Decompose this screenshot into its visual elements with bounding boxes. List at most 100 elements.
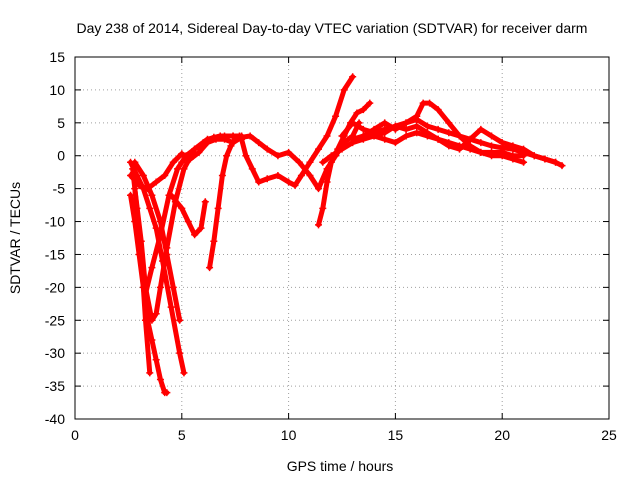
y-axis-label: SDTVAR / TECUs [7, 182, 23, 294]
data-point [402, 132, 410, 140]
data-point [255, 139, 263, 147]
data-point [186, 155, 194, 163]
x-tick-label: 15 [388, 427, 404, 443]
data-point [197, 224, 205, 232]
data-point [488, 152, 496, 160]
data-point [327, 152, 335, 160]
data-point [206, 264, 214, 272]
data-point [520, 145, 528, 153]
series-track-9 [206, 132, 243, 272]
y-tick-label: 0 [57, 148, 65, 164]
data-point [509, 142, 517, 150]
data-point [332, 112, 340, 120]
data-point [413, 129, 421, 137]
data-point [242, 152, 250, 160]
data-point [445, 119, 453, 127]
series-track-6 [141, 73, 357, 298]
data-point [127, 171, 135, 179]
data-point [221, 135, 229, 143]
data-point [263, 145, 271, 153]
data-point [381, 135, 389, 143]
data-point [195, 148, 203, 156]
data-point [203, 139, 211, 147]
data-point [477, 148, 485, 156]
data-point [235, 132, 243, 140]
data-point [141, 316, 149, 324]
data-point [201, 198, 209, 206]
data-point [163, 389, 171, 397]
chart-title: Day 238 of 2014, Sidereal Day-to-day VTE… [77, 20, 588, 36]
data-point [212, 135, 220, 143]
data-point [184, 218, 192, 226]
data-point [255, 178, 263, 186]
data-point [231, 135, 239, 143]
data-point [174, 165, 182, 173]
x-axis-label: GPS time / hours [287, 458, 394, 474]
x-tick-label: 5 [178, 427, 186, 443]
data-point [163, 244, 171, 252]
series-trace [128, 192, 170, 396]
data-point [455, 142, 463, 150]
data-point [210, 237, 218, 245]
x-tick-label: 0 [71, 427, 79, 443]
data-point [135, 181, 143, 189]
data-point [223, 152, 231, 160]
data-point [498, 152, 506, 160]
data-point [152, 356, 160, 364]
data-point [366, 99, 374, 107]
data-point [338, 145, 346, 153]
data-point [423, 122, 431, 130]
y-tick-label: -40 [45, 411, 65, 427]
data-point [434, 106, 442, 114]
data-point [381, 125, 389, 133]
data-point [152, 178, 160, 186]
data-point [148, 264, 156, 272]
data-point [218, 171, 226, 179]
data-point [133, 171, 141, 179]
data-point [558, 162, 566, 170]
y-tick-label: -35 [45, 378, 65, 394]
data-point [315, 185, 323, 193]
data-point [520, 158, 528, 166]
data-point [488, 142, 496, 150]
data-point [498, 139, 506, 147]
data-point [144, 185, 152, 193]
data-point [180, 369, 188, 377]
data-point [445, 129, 453, 137]
data-point [323, 132, 331, 140]
data-point [152, 310, 160, 318]
y-tick-label: -15 [45, 246, 65, 262]
data-point [315, 145, 323, 153]
data-point [455, 132, 463, 140]
data-point [359, 125, 367, 133]
x-tick-label: 10 [281, 427, 297, 443]
data-point [148, 191, 156, 199]
data-point [434, 135, 442, 143]
data-point [340, 86, 348, 94]
data-point [146, 369, 154, 377]
data-point [180, 165, 188, 173]
data-point [413, 122, 421, 130]
series-track-14 [349, 129, 528, 166]
data-point [227, 142, 235, 150]
data-point [466, 135, 474, 143]
data-point [146, 204, 154, 212]
data-point [327, 158, 335, 166]
data-point [127, 191, 135, 199]
data-point [402, 119, 410, 127]
y-tick-label: 5 [57, 115, 65, 131]
y-tick-label: -10 [45, 214, 65, 230]
data-series [127, 73, 566, 397]
data-point [488, 132, 496, 140]
data-point [466, 145, 474, 153]
data-point [214, 204, 222, 212]
data-point [306, 171, 314, 179]
data-point [520, 152, 528, 160]
data-point [131, 185, 139, 193]
data-point [263, 175, 271, 183]
data-point [359, 132, 367, 140]
data-point [338, 132, 346, 140]
data-point [349, 135, 357, 143]
data-point [148, 316, 156, 324]
